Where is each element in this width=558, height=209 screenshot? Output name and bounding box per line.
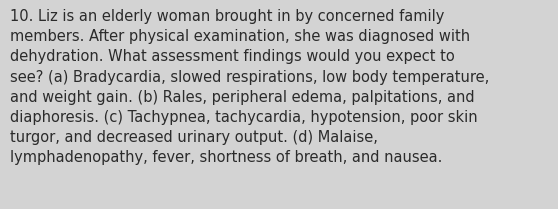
Text: 10. Liz is an elderly woman brought in by concerned family
members. After physic: 10. Liz is an elderly woman brought in b… [10, 9, 489, 165]
